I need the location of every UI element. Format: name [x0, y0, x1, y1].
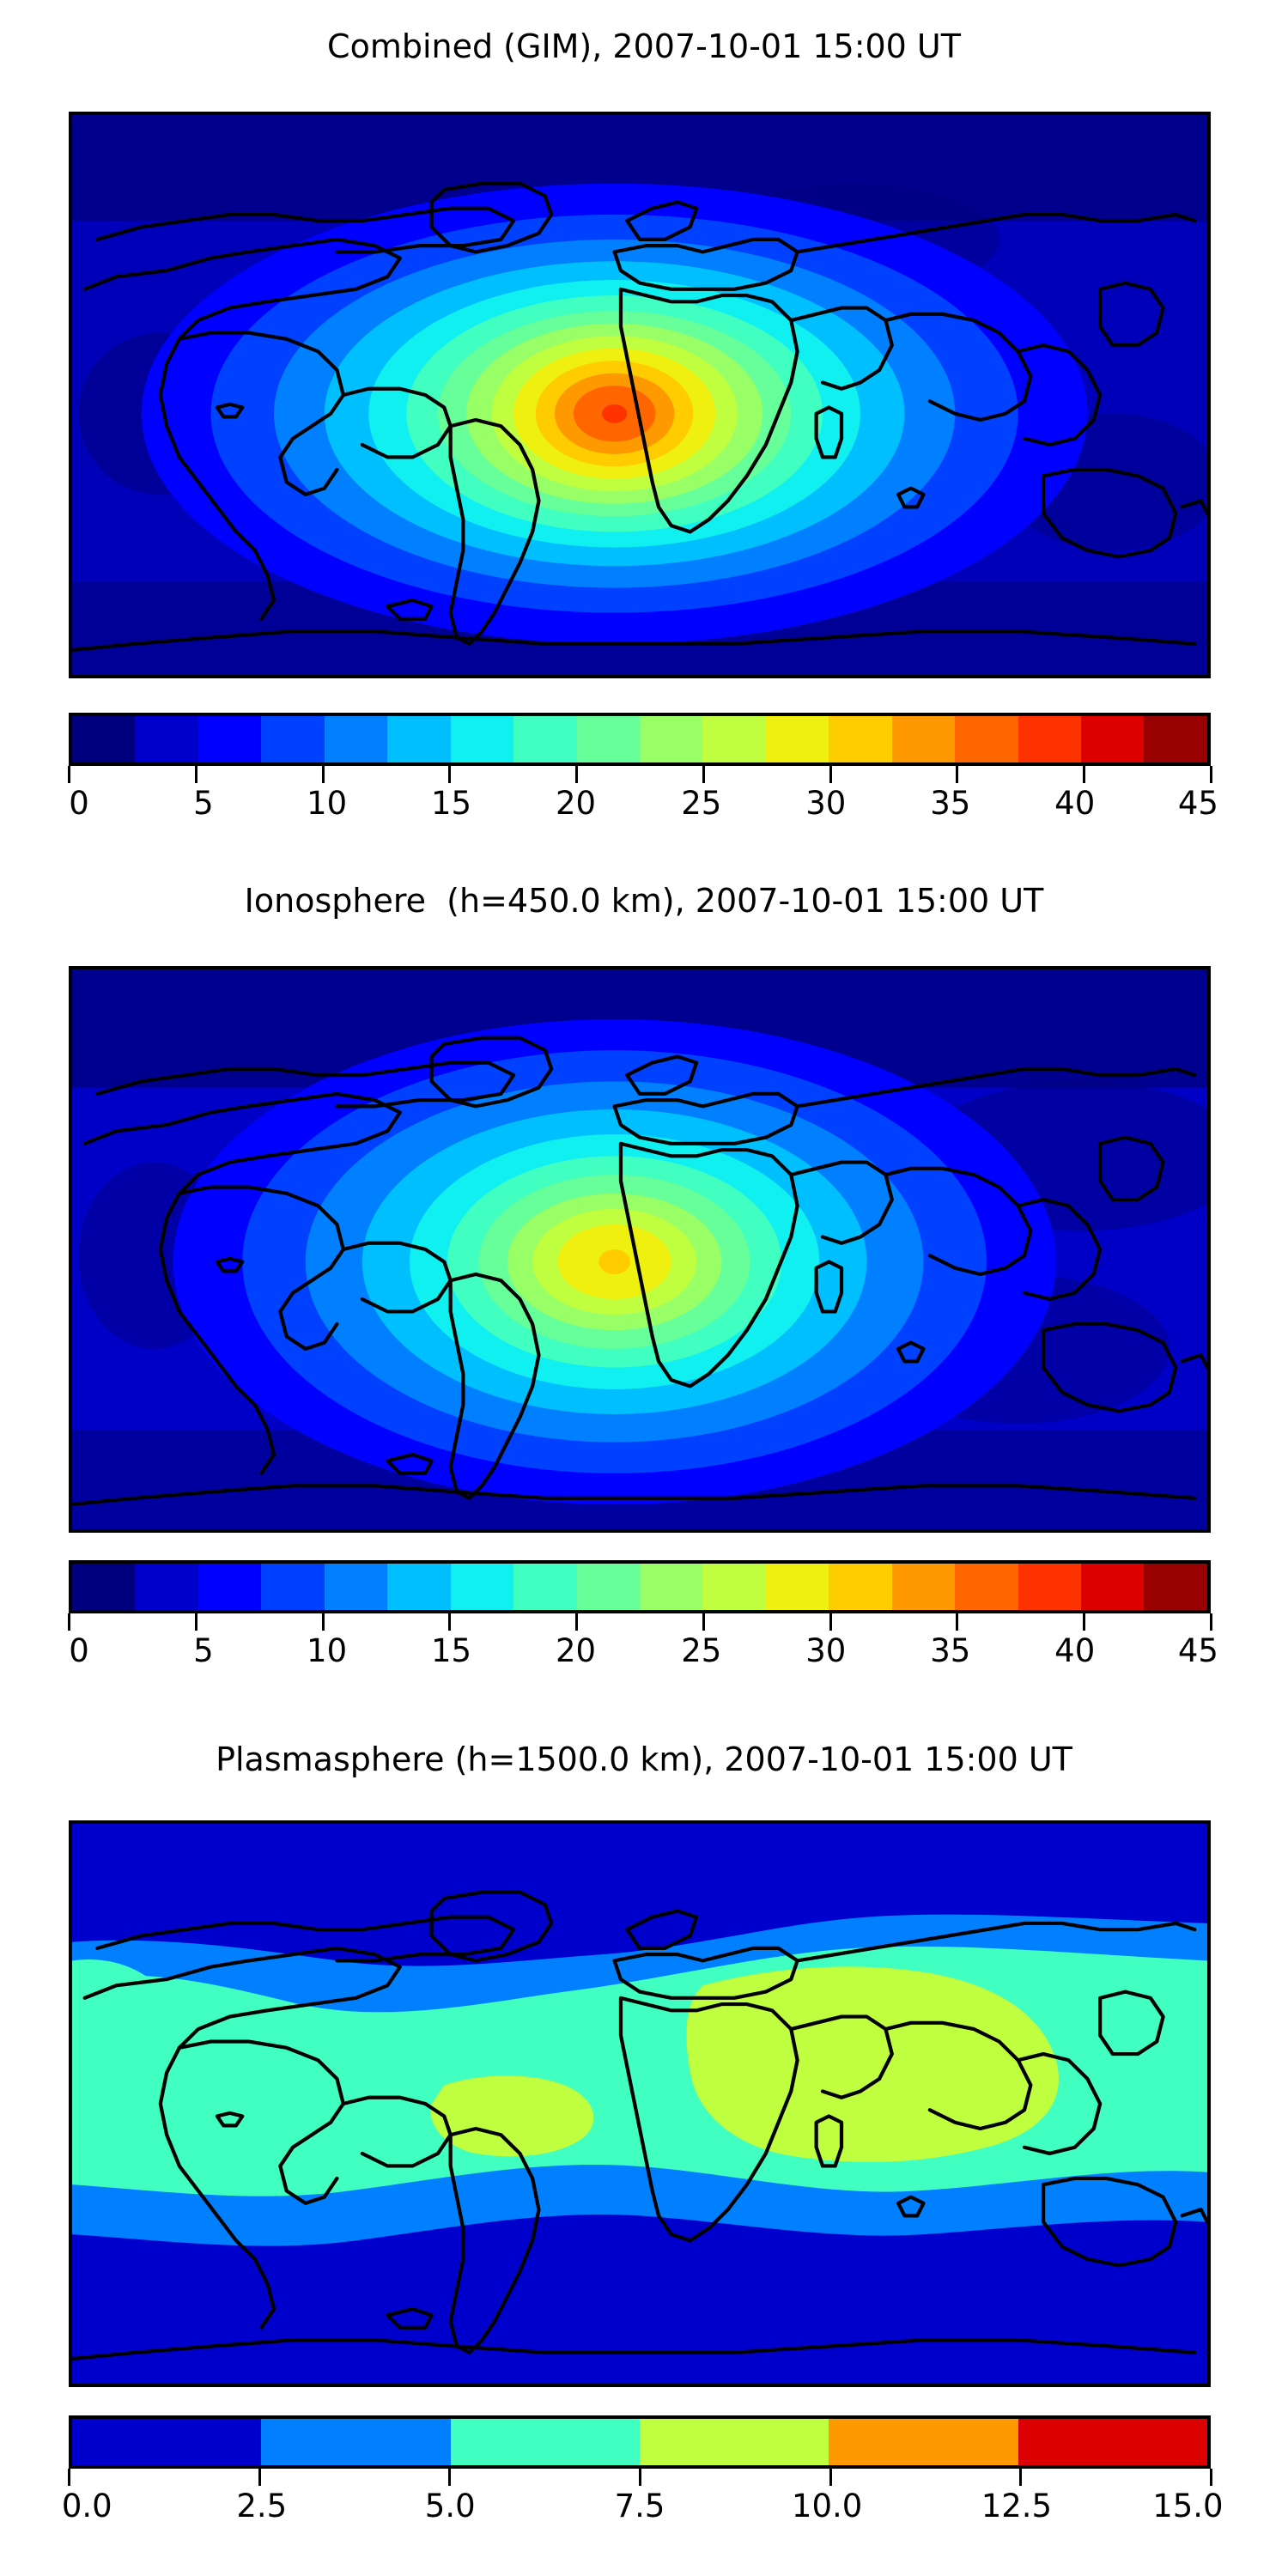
cbar2-tick-1: 5: [193, 1632, 214, 1669]
cbar2-tick-2: 10: [307, 1632, 348, 1669]
cbar2-tick-7: 35: [930, 1632, 971, 1669]
panel-title-plasmasphere: Plasmasphere (h=1500.0 km), 2007-10-01 1…: [216, 1741, 1072, 1778]
cbar1-tick-9: 45: [1177, 785, 1218, 822]
colorbar-combined-gradient: [69, 713, 1211, 766]
cbar2-tick-9: 45: [1177, 1632, 1218, 1669]
cbar2-tick-0: 0: [69, 1632, 89, 1669]
colorbar-combined-ticks: [68, 766, 1212, 785]
cbar3-tick-4: 10.0: [791, 2488, 863, 2524]
cbar1-tick-3: 15: [431, 785, 472, 822]
cbar1-tick-4: 20: [555, 785, 597, 822]
colorbar-ionosphere-labels: 0 5 10 15 20 25 30 35 40 45: [69, 1632, 1218, 1680]
colorbar-combined-labels: 0 5 10 15 20 25 30 35 40 45: [69, 785, 1218, 833]
cbar3-tick-0: 0.0: [61, 2488, 112, 2524]
cbar1-tick-7: 35: [930, 785, 971, 822]
panel-plasmasphere: Plasmasphere (h=1500.0 km), 2007-10-01 1…: [0, 1713, 1288, 2576]
panel-ionosphere: Ionosphere (h=450.0 km), 2007-10-01 15:0…: [0, 854, 1288, 1713]
cbar2-tick-6: 30: [805, 1632, 847, 1669]
cbar3-tick-5: 12.5: [981, 2488, 1053, 2524]
colorbar-ionosphere: 0 5 10 15 20 25 30 35 40 45: [68, 1560, 1218, 1680]
map-combined-gim: [69, 112, 1211, 678]
panel-combined-gim: Combined (GIM), 2007-10-01 15:00 UT: [0, 0, 1288, 859]
cbar3-tick-6: 15.0: [1152, 2488, 1224, 2524]
cbar2-tick-5: 25: [681, 1632, 722, 1669]
cbar1-tick-8: 40: [1054, 785, 1096, 822]
cbar1-tick-2: 10: [307, 785, 348, 822]
cbar1-tick-5: 25: [681, 785, 722, 822]
colorbar-ionosphere-gradient: [69, 1560, 1211, 1613]
cbar3-tick-1: 2.5: [236, 2488, 288, 2524]
colorbar-plasmasphere-ticks: [68, 2469, 1212, 2488]
cbar2-tick-3: 15: [431, 1632, 472, 1669]
cbar1-tick-0: 0: [69, 785, 89, 822]
cbar1-tick-1: 5: [193, 785, 214, 822]
cbar3-tick-3: 7.5: [614, 2488, 665, 2524]
panel-title-combined: Combined (GIM), 2007-10-01 15:00 UT: [327, 27, 961, 65]
colorbar-plasmasphere-gradient: [69, 2415, 1211, 2469]
cbar2-tick-8: 40: [1054, 1632, 1096, 1669]
cbar1-tick-6: 30: [805, 785, 847, 822]
colorbar-plasmasphere-labels: 0.0 2.5 5.0 7.5 10.0 12.5 15.0: [62, 2488, 1224, 2536]
colorbar-plasmasphere: 0.0 2.5 5.0 7.5 10.0 12.5 15.0: [62, 2415, 1224, 2536]
colorbar-ionosphere-ticks: [68, 1613, 1212, 1632]
map-canvas-combined: [72, 115, 1207, 675]
map-canvas-plasmasphere: [72, 1824, 1207, 2384]
map-canvas-ionosphere: [72, 969, 1207, 1529]
map-plasmasphere: [69, 1820, 1211, 2387]
panel-title-ionosphere: Ionosphere (h=450.0 km), 2007-10-01 15:0…: [244, 882, 1044, 920]
cbar3-tick-2: 5.0: [424, 2488, 476, 2524]
colorbar-combined: 0 5 10 15 20 25 30 35 40 45: [68, 713, 1218, 833]
map-ionosphere: [69, 966, 1211, 1533]
cbar2-tick-4: 20: [555, 1632, 597, 1669]
